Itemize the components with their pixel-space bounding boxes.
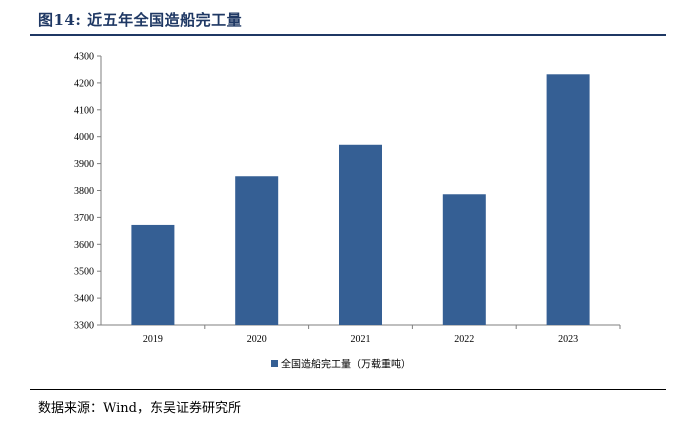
y-tick-label: 3300 bbox=[74, 321, 94, 332]
x-tick-label: 2021 bbox=[351, 334, 371, 345]
bar-2023 bbox=[546, 74, 590, 326]
y-tick-label: 3700 bbox=[74, 213, 94, 224]
y-tick-label: 4000 bbox=[74, 132, 94, 143]
bar-2019 bbox=[131, 224, 175, 325]
x-axis-ticks: 2019 2020 2021 2022 2023 bbox=[143, 325, 621, 345]
source-rule bbox=[30, 389, 666, 390]
y-tick-label: 3800 bbox=[74, 186, 94, 197]
bars bbox=[131, 74, 590, 326]
x-tick-label: 2022 bbox=[454, 334, 474, 345]
x-tick-label: 2020 bbox=[247, 334, 267, 345]
x-tick-label: 2023 bbox=[558, 334, 578, 345]
legend-label: 全国造船完工量（万载重吨） bbox=[281, 358, 411, 371]
y-tick-label: 3500 bbox=[74, 267, 94, 278]
bar-2021 bbox=[339, 144, 382, 325]
y-tick-label: 4300 bbox=[74, 52, 94, 63]
y-axis-ticks: 3300 3400 3500 3600 3700 3800 3900 4000 4100 4200… bbox=[74, 52, 101, 332]
y-tick-label: 3900 bbox=[74, 159, 94, 170]
x-tick-label: 2019 bbox=[143, 334, 163, 345]
figure-title: 图14: 近五年全国造船完工量 bbox=[38, 11, 243, 29]
y-tick-label: 3400 bbox=[74, 294, 94, 305]
bar-2020 bbox=[235, 176, 279, 325]
title-rule bbox=[30, 34, 666, 36]
y-tick-label: 3600 bbox=[74, 240, 94, 251]
bar-2022 bbox=[442, 194, 486, 325]
y-tick-label: 4100 bbox=[74, 105, 94, 116]
y-tick-label: 4200 bbox=[74, 78, 94, 89]
source-note: 数据来源：Wind，东吴证券研究所 bbox=[38, 401, 241, 416]
legend: 全国造船完工量（万载重吨） bbox=[271, 358, 411, 371]
legend-swatch bbox=[271, 360, 278, 367]
